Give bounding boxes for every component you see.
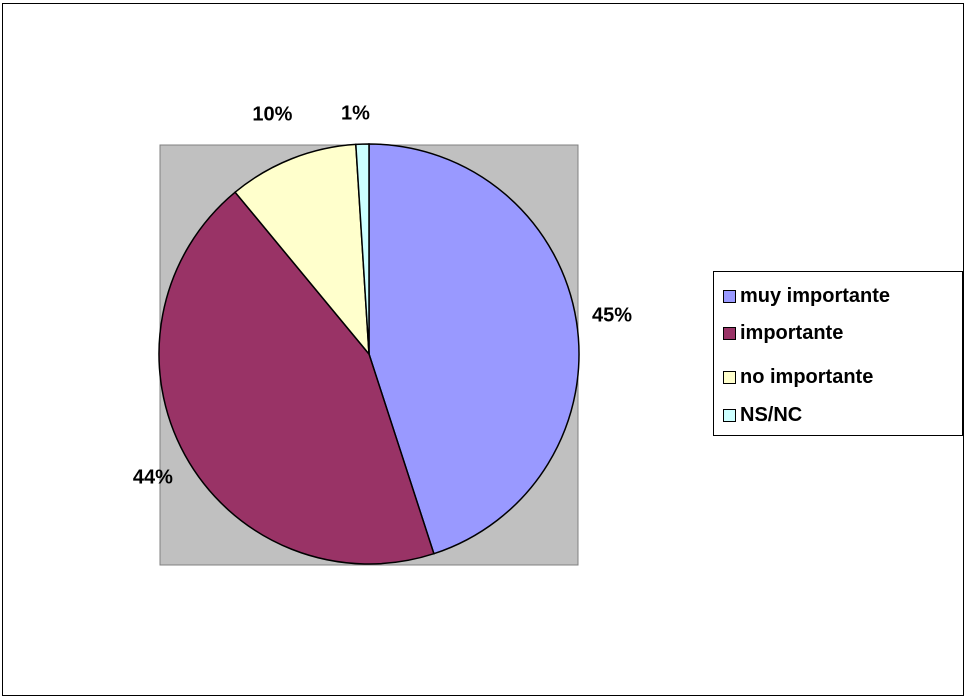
legend-swatch-no-importante	[723, 370, 736, 384]
data-label-importante: 44%	[133, 467, 173, 489]
data-label-muy-importante: 45%	[592, 304, 632, 326]
legend-item-importante: importante	[723, 321, 843, 345]
legend-item-no-importante: no importante	[723, 365, 873, 389]
pie-slice-no-importante	[234, 143, 370, 357]
data-label-no-importante: 10%	[252, 103, 292, 125]
pie-slice-muy-importante	[368, 143, 580, 555]
legend-item-muy-importante: muy importante	[723, 284, 890, 308]
legend-item-ns-nc: NS/NC	[723, 403, 802, 427]
pie-slice-ns-nc	[355, 143, 370, 355]
chart-legend: muy importante importante no importante …	[713, 271, 963, 436]
pie-slice-labels: 45% 44% 10% 1%	[133, 102, 632, 488]
legend-label-importante: importante	[740, 321, 844, 344]
legend-swatch-ns-nc	[723, 408, 736, 422]
legend-label-muy-importante: muy importante	[740, 284, 891, 307]
legend-label-no-importante: no importante	[740, 365, 874, 388]
pie-slice-importante	[158, 191, 435, 565]
data-label-ns-nc: 1%	[341, 102, 370, 124]
pie-slices	[158, 143, 580, 565]
legend-label-ns-nc: NS/NC	[740, 403, 803, 426]
legend-swatch-muy-importante	[723, 289, 736, 303]
legend-swatch-importante	[723, 326, 736, 340]
